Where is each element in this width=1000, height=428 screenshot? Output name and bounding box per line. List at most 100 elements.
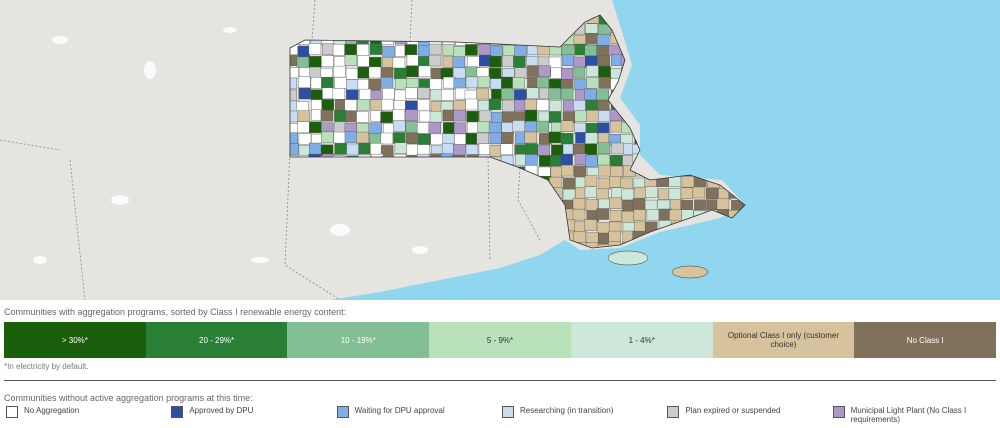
town — [369, 122, 382, 135]
town — [514, 45, 527, 57]
town — [297, 110, 311, 122]
town — [620, 177, 633, 190]
town — [478, 143, 492, 155]
town — [597, 142, 611, 154]
town — [585, 242, 599, 248]
state-borders — [0, 0, 541, 300]
town — [344, 131, 358, 143]
legend-title: Communities without active aggregation p… — [4, 393, 253, 403]
town — [345, 79, 359, 91]
town — [502, 100, 515, 113]
town — [584, 88, 597, 101]
town — [321, 55, 334, 67]
town — [680, 199, 693, 212]
town — [322, 43, 335, 55]
footnote: *In electricity by default. — [4, 362, 89, 371]
town — [597, 110, 611, 122]
town — [356, 131, 369, 144]
town — [464, 66, 478, 78]
town — [443, 122, 456, 134]
town — [550, 166, 564, 179]
town — [574, 110, 587, 122]
town — [370, 99, 383, 111]
town — [441, 143, 455, 155]
town — [465, 132, 478, 145]
legend-item: Plan expired or suspended — [667, 406, 832, 424]
legend-item: Approved by DPU — [171, 406, 336, 424]
town — [536, 120, 549, 133]
town — [344, 99, 357, 111]
town — [634, 186, 647, 199]
town — [573, 165, 587, 178]
town — [574, 78, 587, 91]
legend-swatch — [501, 406, 514, 418]
town — [406, 143, 420, 156]
town — [465, 98, 478, 111]
town — [419, 110, 432, 123]
town — [310, 77, 324, 89]
town — [334, 143, 347, 155]
town — [548, 56, 562, 69]
town — [418, 45, 431, 58]
town — [561, 164, 574, 177]
town — [346, 89, 359, 101]
town — [429, 78, 442, 91]
town — [430, 133, 444, 146]
town — [405, 87, 418, 99]
town — [560, 153, 573, 166]
town — [344, 54, 358, 67]
town — [478, 43, 491, 56]
town — [393, 132, 406, 144]
town — [382, 56, 395, 69]
town — [514, 99, 527, 112]
town — [405, 109, 418, 121]
town — [429, 111, 443, 123]
town — [501, 122, 514, 134]
town — [309, 66, 322, 79]
town — [442, 109, 456, 122]
town — [467, 56, 480, 68]
town — [524, 99, 538, 111]
town — [290, 143, 299, 155]
town — [645, 186, 658, 198]
town — [321, 99, 334, 111]
town — [586, 232, 600, 244]
town — [513, 56, 526, 68]
town — [502, 45, 516, 57]
town — [311, 99, 324, 111]
town — [345, 68, 359, 80]
town — [404, 44, 418, 56]
town — [332, 44, 346, 56]
town — [394, 89, 407, 102]
legend-swatch — [667, 406, 680, 418]
island — [671, 265, 709, 279]
town — [454, 133, 467, 146]
town — [560, 88, 574, 100]
town — [321, 131, 334, 144]
town — [632, 198, 646, 210]
town — [394, 67, 407, 80]
town — [476, 132, 489, 145]
town — [584, 186, 598, 199]
state-outline — [289, 14, 746, 249]
town — [596, 89, 609, 102]
town — [308, 56, 322, 68]
town — [501, 111, 515, 123]
town — [597, 222, 610, 234]
town — [359, 88, 372, 101]
town — [596, 34, 610, 46]
town — [524, 109, 538, 122]
town — [610, 120, 623, 133]
town — [428, 54, 442, 67]
town — [453, 77, 466, 90]
town — [417, 99, 430, 112]
town — [561, 44, 574, 57]
town — [298, 76, 311, 89]
legend-item: No Aggregation — [6, 406, 171, 424]
town — [538, 65, 551, 77]
town — [346, 143, 359, 156]
town — [585, 99, 599, 112]
legend-label: Waiting for DPU approval — [354, 406, 445, 415]
town — [501, 76, 514, 89]
town — [586, 65, 599, 77]
